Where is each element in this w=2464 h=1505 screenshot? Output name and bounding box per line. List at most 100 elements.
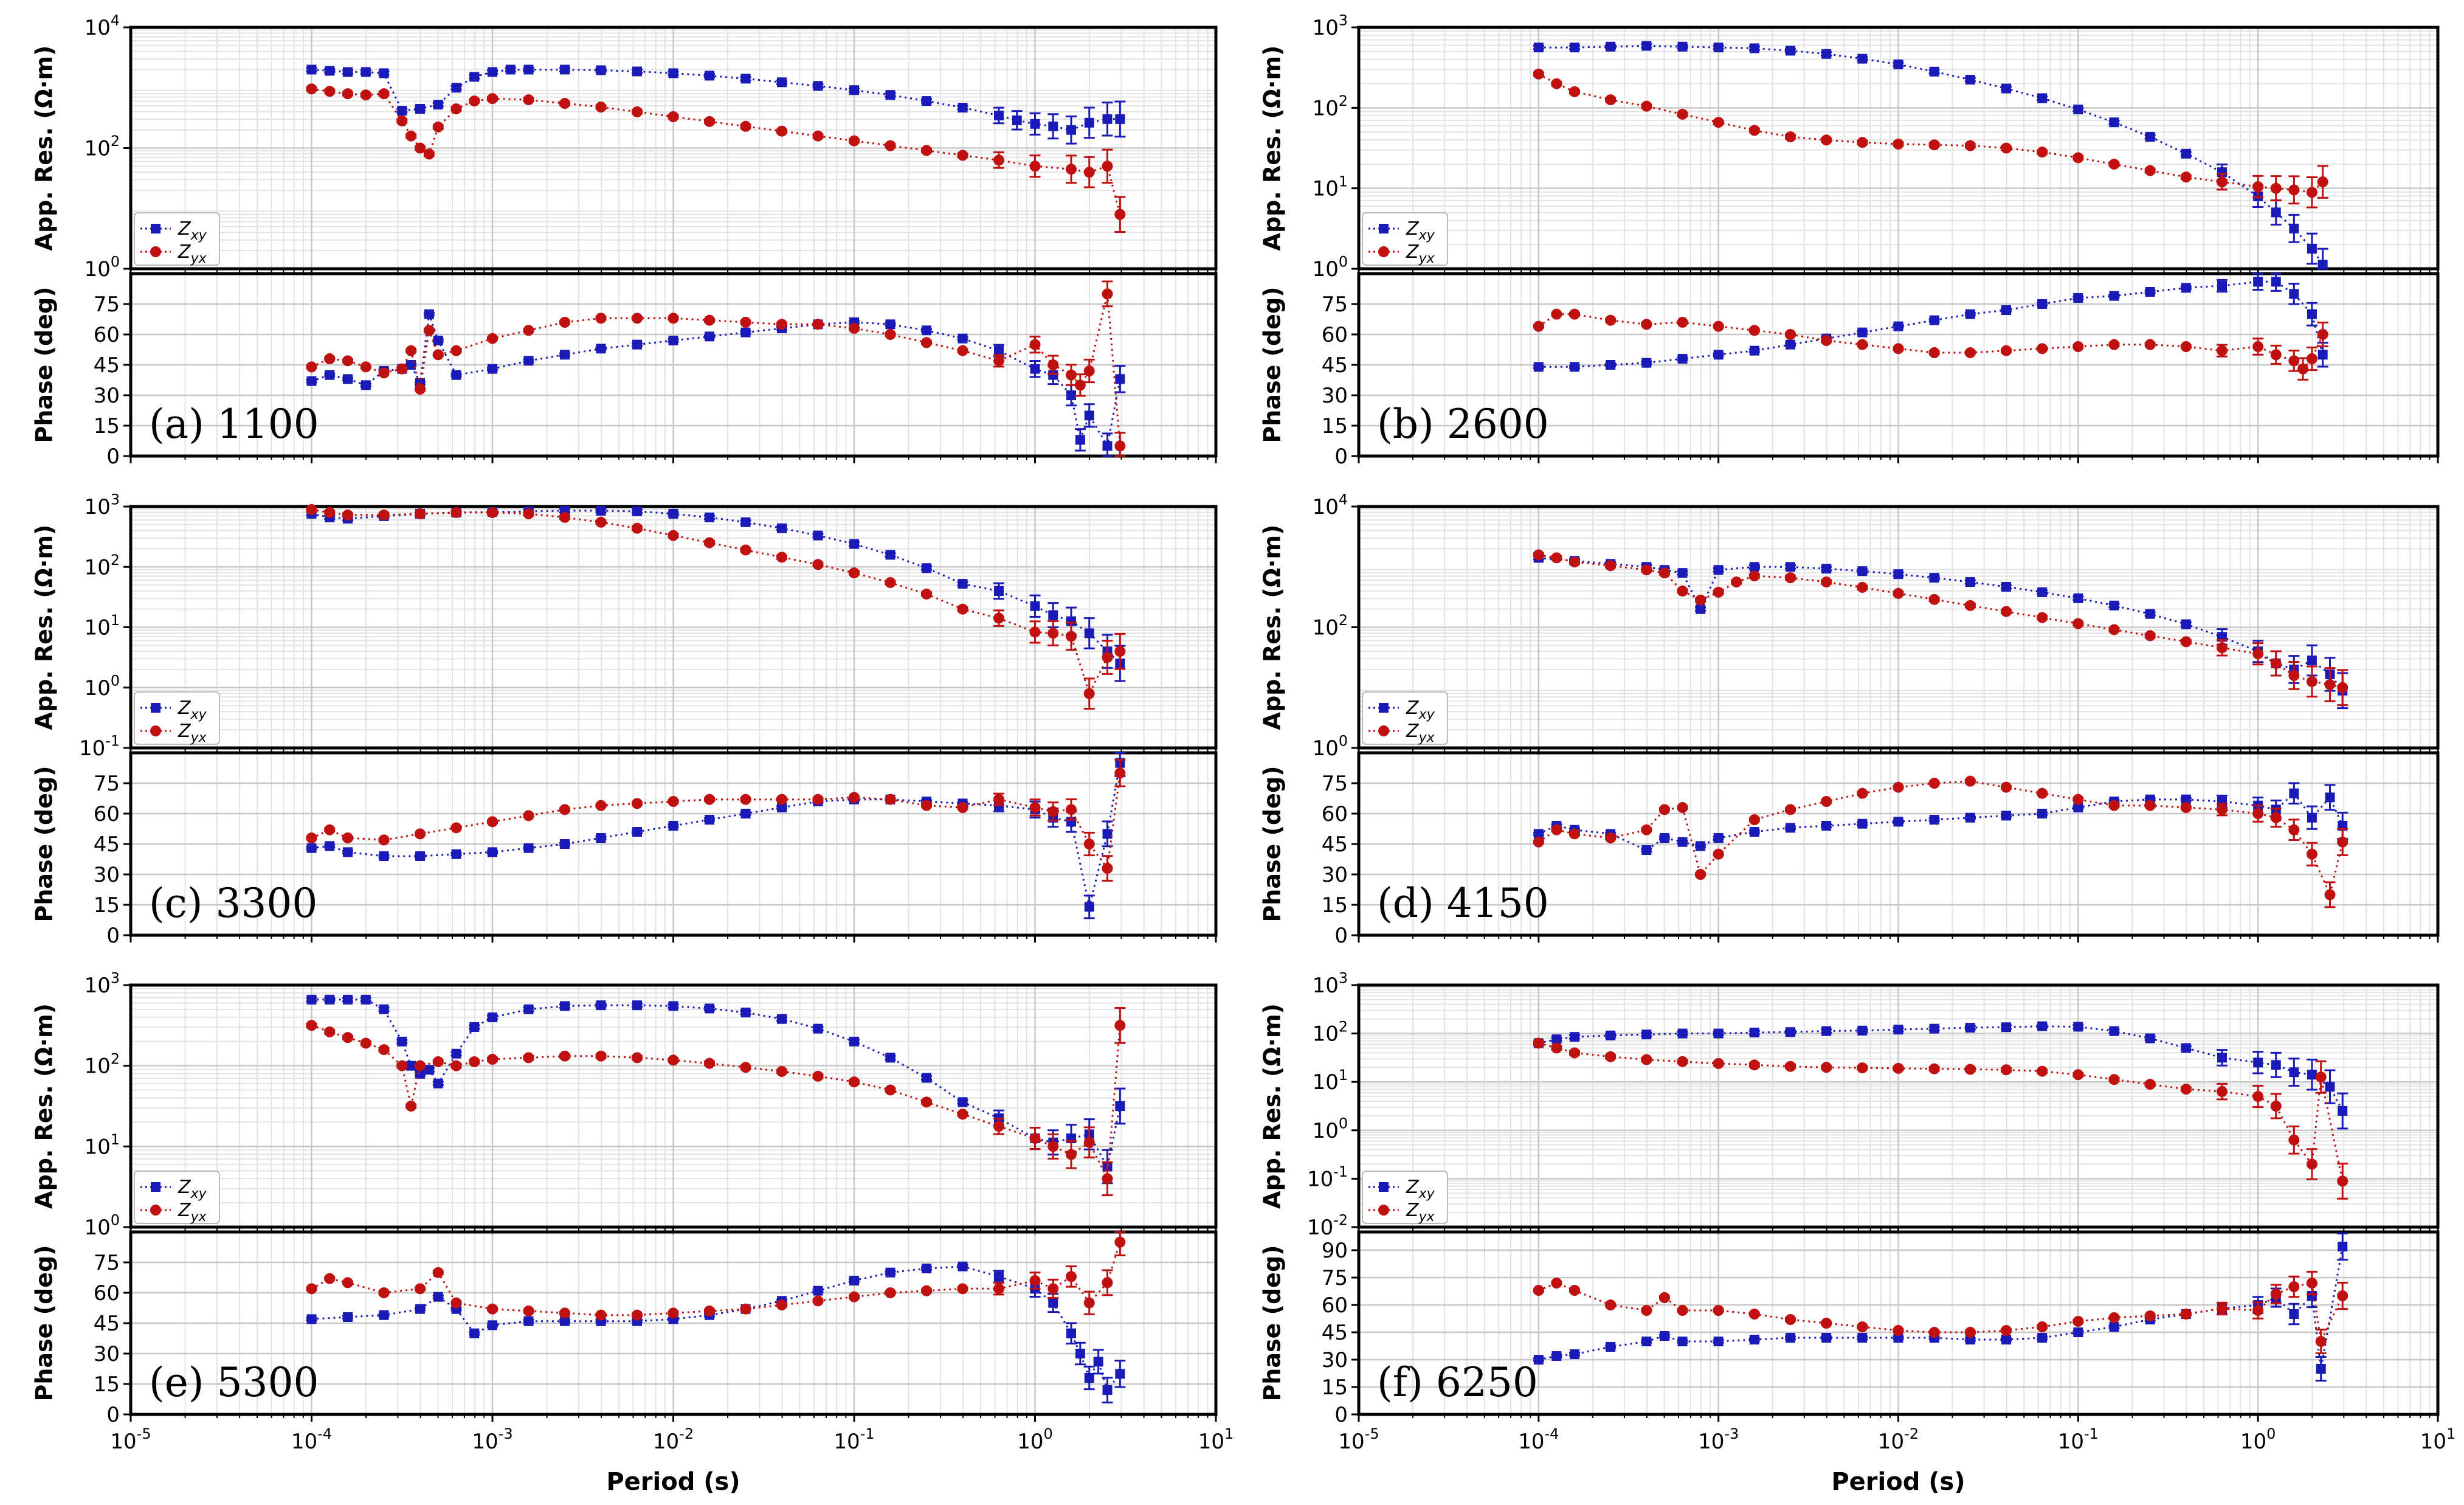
zyx-phase-point (324, 353, 336, 364)
zyx-rho-point (1857, 1062, 1868, 1074)
zxy-rho-point (1102, 114, 1113, 124)
zyx-phase-point (2252, 1305, 2264, 1316)
zxy-rho-point (2001, 83, 2011, 94)
zyx-phase-point (2001, 781, 2012, 793)
zxy-rho-point (2073, 104, 2083, 114)
zxy-phase-point (1677, 837, 1688, 847)
zxy-rho-point (325, 66, 335, 76)
zyx-rho-point (993, 1121, 1004, 1132)
zyx-rho-point (1605, 1051, 1617, 1062)
y-tick-label: 102 (1313, 1018, 1348, 1046)
zxy-rho-point (813, 1023, 823, 1034)
zyx-rho-point (1658, 567, 1670, 579)
zxy-rho-point (415, 103, 425, 114)
zxy-rho-point (668, 1001, 678, 1011)
zxy-phase-point (1570, 1349, 1579, 1359)
zyx-phase-point (1569, 308, 1580, 320)
zxy-rho-point (451, 1048, 461, 1059)
zyx-rho-point (1928, 593, 1940, 605)
zxy-rho-point (397, 1036, 407, 1047)
zyx-rho-point (1821, 576, 1832, 588)
zyx-phase-point (2144, 339, 2156, 350)
zxy-phase-point (2307, 309, 2317, 319)
zyx-phase-point (415, 384, 426, 395)
zyx-phase-point (1893, 343, 1904, 355)
zxy-phase-point (1821, 1333, 1832, 1343)
phase-ylabel: Phase (deg) (1259, 286, 1286, 443)
zxy-phase-point (1570, 362, 1579, 372)
zxy-rho-point (813, 81, 823, 91)
zyx-phase-point (2270, 1289, 2282, 1299)
zxy-rho-point (560, 64, 570, 75)
legend-label-xy: Zxy (1406, 218, 1435, 243)
phase-ylabel: Phase (deg) (31, 1245, 58, 1401)
zxy-rho-point (1533, 43, 1544, 53)
zxy-rho-point (1857, 1025, 1868, 1036)
zyx-rho-point (487, 93, 498, 105)
zyx-rho-point (450, 507, 462, 518)
zyx-rho-point (1857, 137, 1868, 148)
zxy-rho-point (1857, 566, 1868, 576)
y-tick-label: 10-2 (1307, 1212, 1348, 1240)
zxy-rho-point (1696, 604, 1706, 614)
zxy-phase-point (668, 821, 678, 831)
zxy-phase-point (1786, 823, 1795, 833)
zyx-rho-point (1695, 594, 1707, 606)
zxy-phase-point (2145, 287, 2155, 297)
zyx-rho-line (311, 1024, 1121, 1182)
zxy-rho-point (1012, 115, 1022, 125)
zyx-rho-point (1785, 131, 1796, 142)
zxy-rho-point (1084, 117, 1094, 128)
zyx-phase-point (1114, 440, 1126, 452)
zxy-phase-point (596, 833, 606, 843)
zyx-rho-point (704, 1057, 715, 1069)
zyx-rho-point (2180, 636, 2192, 648)
zxy-rho-point (632, 506, 642, 516)
zxy-rho-point (2253, 1057, 2263, 1068)
zyx-rho-point (2306, 1158, 2317, 1170)
zyx-phase-point (1047, 1283, 1059, 1295)
legend-marker (1378, 1205, 1389, 1216)
zxy-phase-point (958, 1261, 968, 1271)
zyx-phase-point (1964, 775, 1976, 787)
zxy-phase-point (1551, 1351, 1562, 1361)
zxy-rho-point (2181, 619, 2191, 629)
zyx-phase-point (423, 325, 435, 336)
x-tick-label: 10-5 (110, 1425, 151, 1454)
zyx-rho-point (2180, 171, 2192, 183)
zxy-rho-point (1677, 41, 1688, 52)
zxy-rho-point (705, 71, 714, 81)
zxy-rho-point (885, 90, 896, 100)
zyx-phase-line (311, 1242, 1121, 1316)
zyx-rho-point (1731, 576, 1742, 588)
zyx-rho-point (2317, 176, 2328, 188)
zxy-rho-point (632, 66, 642, 77)
zyx-phase-point (2037, 787, 2048, 799)
zxy-rho-point (1570, 1032, 1579, 1042)
zyx-rho-point (704, 537, 715, 548)
zxy-phase-point (668, 336, 678, 345)
zxy-phase-line (1538, 1246, 2344, 1369)
zyx-phase-point (1893, 781, 1904, 793)
zyx-phase-point (812, 319, 824, 330)
zxy-rho-point (1965, 75, 1975, 85)
zxy-rho-point (958, 1097, 968, 1107)
zyx-rho-point (559, 511, 570, 523)
zyx-phase-point (1677, 802, 1688, 813)
zxy-rho-point (2289, 223, 2299, 234)
zxy-rho-point (958, 103, 968, 113)
zxy-phase-point (306, 1314, 317, 1324)
zxy-phase-point (1857, 818, 1868, 829)
zyx-phase-point (1695, 869, 1707, 880)
zyx-rho-point (740, 544, 751, 556)
zyx-phase-point (450, 345, 462, 356)
zyx-rho-point (450, 1060, 462, 1071)
zxy-rho-point (397, 105, 407, 116)
zyx-rho-point (405, 130, 417, 142)
legend-label-yx: Zyx (1406, 721, 1435, 746)
zyx-rho-point (668, 530, 679, 541)
zxy-phase-point (705, 331, 714, 342)
y-tick-label: 0 (1334, 1403, 1348, 1427)
y-tick-label: 101 (1313, 173, 1348, 201)
rho-ylabel: App. Res. (Ω·m) (1259, 525, 1286, 730)
